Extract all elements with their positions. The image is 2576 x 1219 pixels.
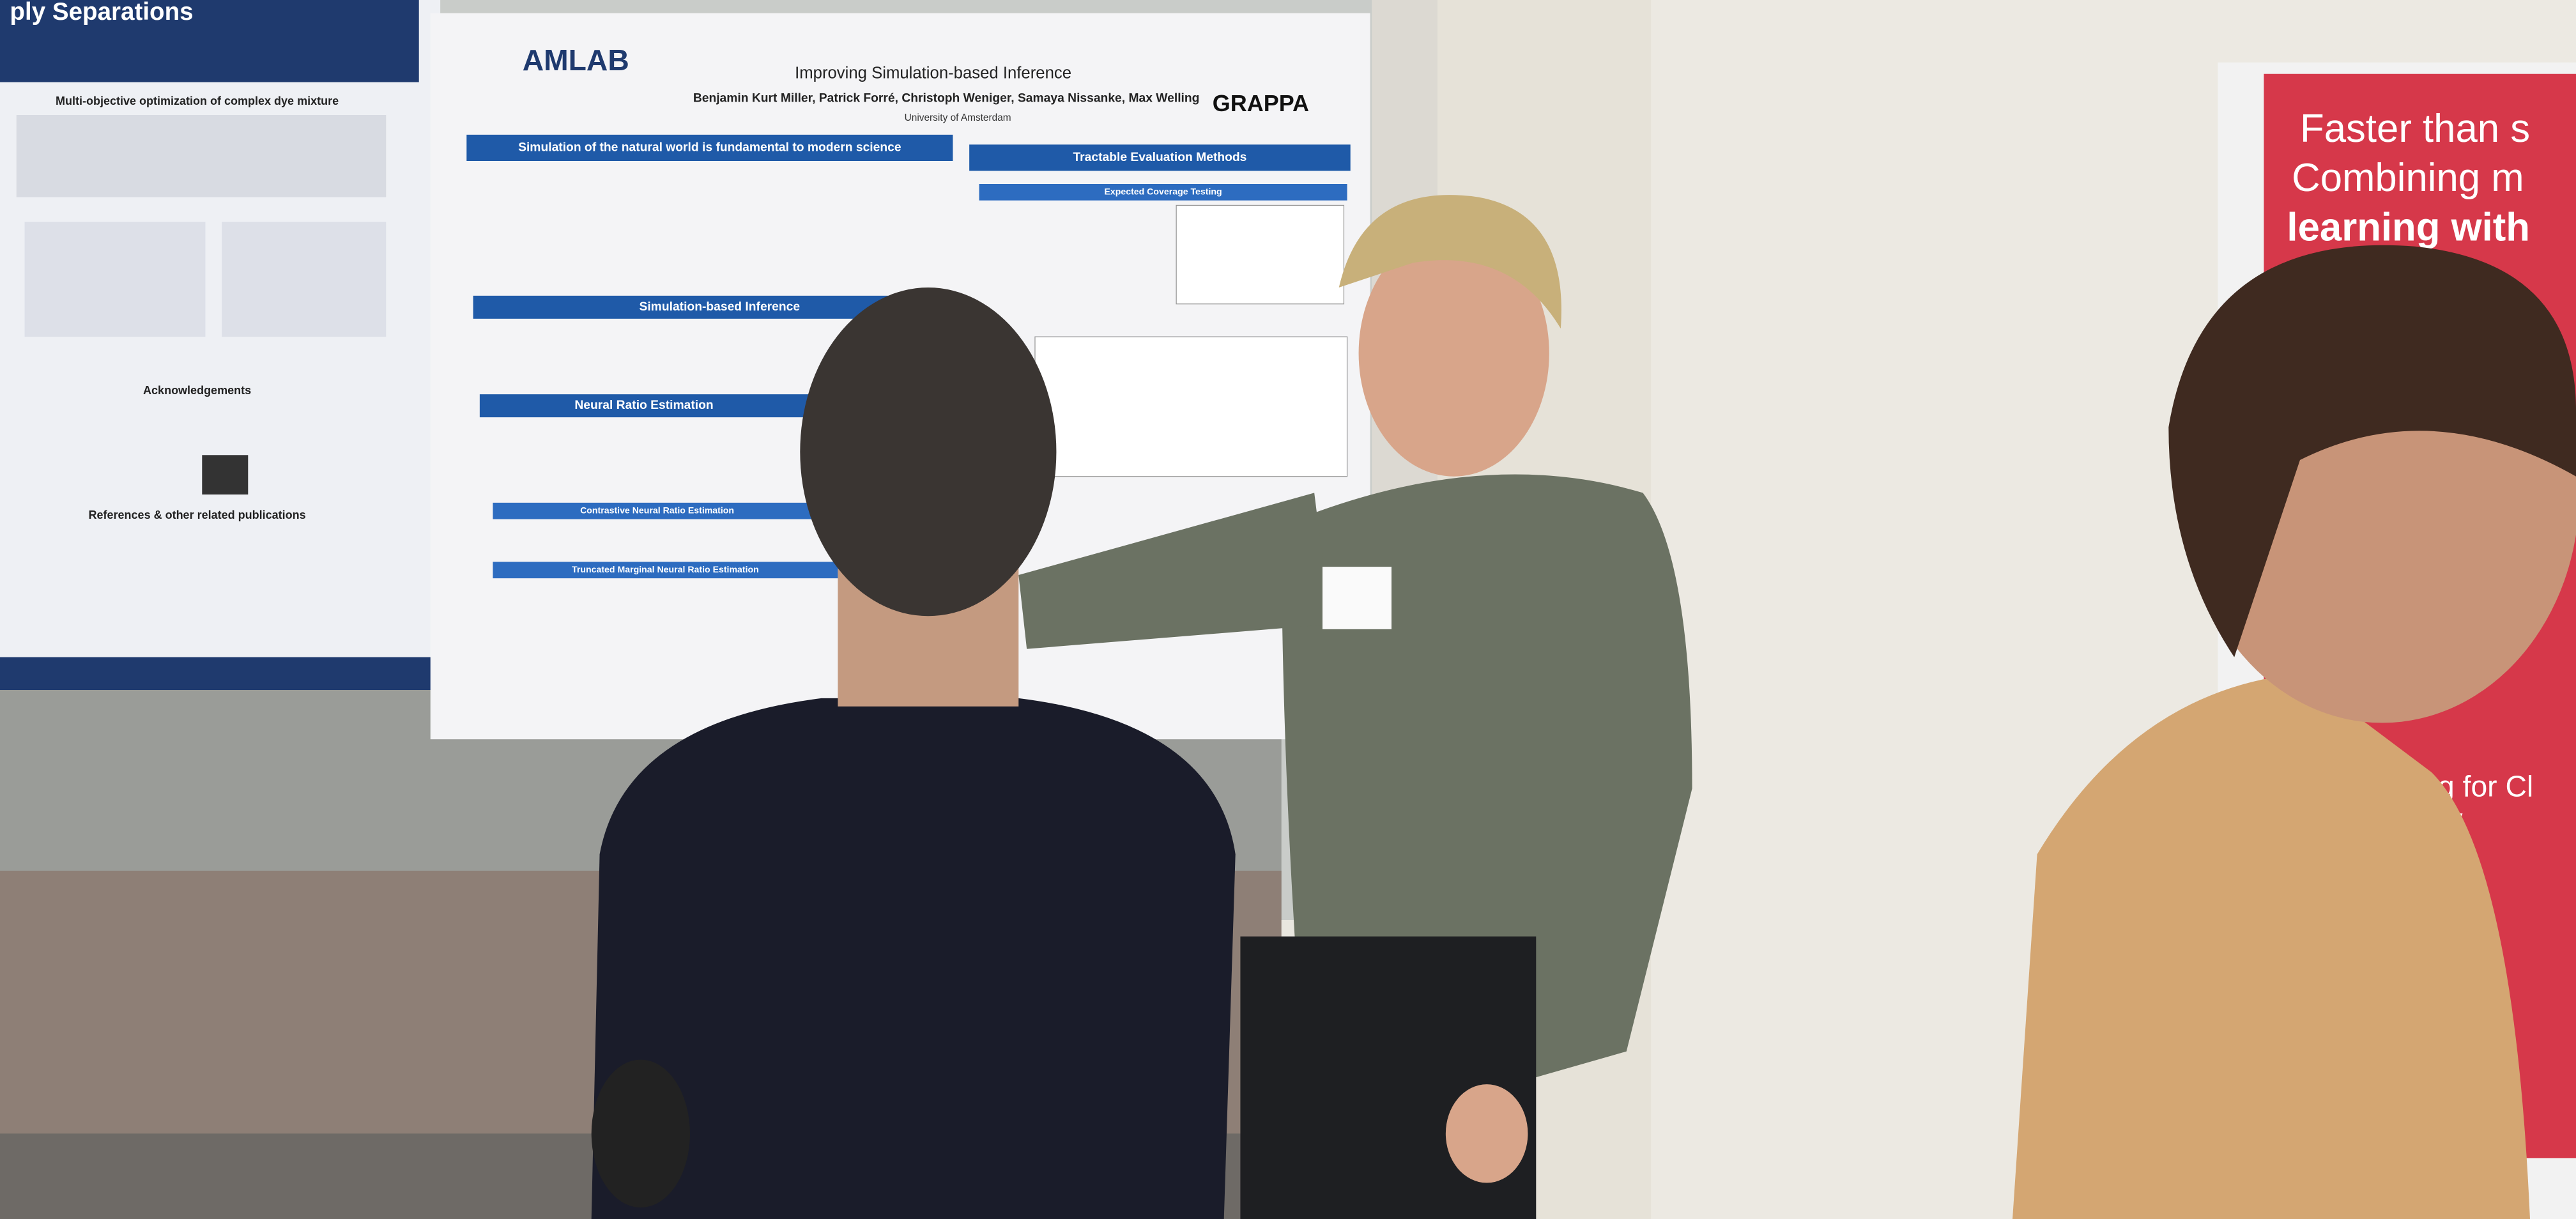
section-heading: Truncated Marginal Neural Ratio Estimati… — [572, 564, 759, 574]
poster-authors: Benjamin Kurt Miller, Patrick Forré, Chr… — [693, 91, 1200, 105]
presenter — [1018, 195, 1692, 1219]
sweater-arm — [1018, 493, 1331, 649]
poster-title: Improving Simulation-based Inference — [795, 65, 1071, 82]
section-bar — [493, 502, 822, 519]
person-back — [591, 288, 1236, 1219]
poster-text: Combining m — [2292, 156, 2524, 200]
section-heading: References & other related publications — [89, 509, 306, 521]
person-right — [2012, 245, 2576, 1219]
partner-logo: GRAPPA — [1213, 90, 1309, 116]
section-heading: Neural Ratio Estimation — [574, 399, 713, 412]
section-bar — [466, 134, 953, 161]
poster-text: learning with — [2287, 205, 2530, 249]
bag — [591, 1059, 690, 1208]
section-heading: Acknowledgements — [143, 384, 251, 397]
section-bar — [479, 394, 809, 418]
figure — [24, 222, 206, 337]
dark-shirt — [591, 698, 1236, 1219]
section-bar — [979, 184, 1347, 201]
hair — [2168, 245, 2576, 657]
section-heading: Simulation of the natural world is funda… — [518, 141, 901, 155]
section-heading: Multi-objective optimization of complex … — [56, 95, 339, 107]
figure — [1034, 336, 1348, 477]
section-heading: Expected Coverage Testing — [1104, 187, 1222, 197]
hand — [1445, 1084, 1528, 1183]
figure — [1176, 204, 1345, 305]
figure — [222, 222, 387, 337]
section-bar — [969, 144, 1351, 171]
tan-shirt — [2012, 673, 2530, 1219]
poster-footer — [0, 657, 441, 690]
left-poster: ply Separations Multi-objective optimiza… — [0, 0, 441, 690]
hair — [1338, 195, 1561, 329]
qr-code — [202, 455, 249, 494]
head — [800, 288, 1057, 617]
face — [1358, 230, 1549, 477]
section-bar — [493, 562, 838, 579]
figure — [16, 115, 387, 197]
poster-title: ply Separations — [10, 0, 193, 26]
section-heading: Tractable Evaluation Methods — [1073, 151, 1246, 164]
poster-header — [0, 0, 419, 82]
poster-text: Faster than s — [2300, 107, 2530, 151]
poster-affiliation: University of Amsterdam — [905, 112, 1011, 123]
section-heading: Simulation-based Inference — [639, 300, 800, 314]
section-heading: Contrastive Neural Ratio Estimation — [580, 505, 734, 515]
lab-logo: AMLAB — [523, 43, 629, 77]
name-tag — [1322, 567, 1392, 629]
